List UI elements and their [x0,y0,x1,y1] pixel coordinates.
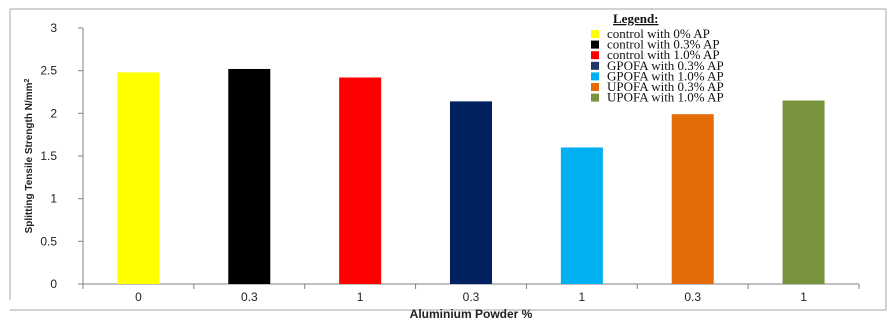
y-tick-label: 1.5 [40,149,57,163]
x-tick-label: 1 [579,290,586,304]
bar [117,72,160,284]
x-tick-label: 0 [135,290,142,304]
legend-swatch [591,30,599,38]
y-tick-label: 3 [50,21,57,35]
legend-entry-label: control with 0.3% AP [607,37,720,52]
legend-entry-label: control with 1.0% AP [607,47,720,62]
legend-swatch [591,51,599,60]
legend-entry-label: UPOFA with 1.0% AP [607,90,724,105]
x-tick-label: 0.3 [684,290,701,304]
y-tick-label: 0.5 [40,234,57,248]
y-tick-label: 2.5 [40,64,57,78]
legend-entry-label: GPOFA with 1.0% AP [607,68,724,83]
y-axis-title-main: Splitting Tensile Strength N/mm [24,82,35,233]
y-tick-label: 1 [50,192,57,206]
legend-title-text: Legend [613,11,655,26]
y-tick-label: 2 [50,106,57,120]
legend-title: Legend: [613,11,659,26]
x-tick-label: 1 [800,290,807,304]
x-tick-label: 1 [357,290,364,304]
bar-series [117,68,825,285]
x-tick-label: 0.3 [241,290,258,304]
x-tick-label: 0.3 [463,290,480,304]
bar [339,77,382,284]
y-axis-title-superscript: 2 [24,78,31,82]
bar [671,114,714,284]
y-axis: 0 0.5 1 1.5 2 2.5 3 [40,21,84,291]
legend-swatch [591,83,599,91]
y-axis-title: Splitting Tensile Strength N/mm2 [24,78,36,233]
legend-swatch [591,40,599,49]
bar [560,147,603,284]
x-axis: 0 0.3 1 0.3 1 0.3 1 [82,283,860,304]
legend-title-colon: : [654,11,658,26]
x-axis-title: Aluminium Powder % [410,307,533,321]
legend-entry-label: UPOFA with 0.3% AP [607,79,724,94]
y-tick-label: 0 [50,277,57,291]
legend-entry-label: GPOFA with 0.3% AP [607,58,724,73]
legend-swatch [591,72,599,81]
bar [228,68,271,285]
legend-swatch [591,93,599,102]
bar [450,101,492,285]
bar [782,100,825,285]
legend-entry-label: control with 0% AP [607,26,710,41]
legend-swatch [591,61,599,70]
